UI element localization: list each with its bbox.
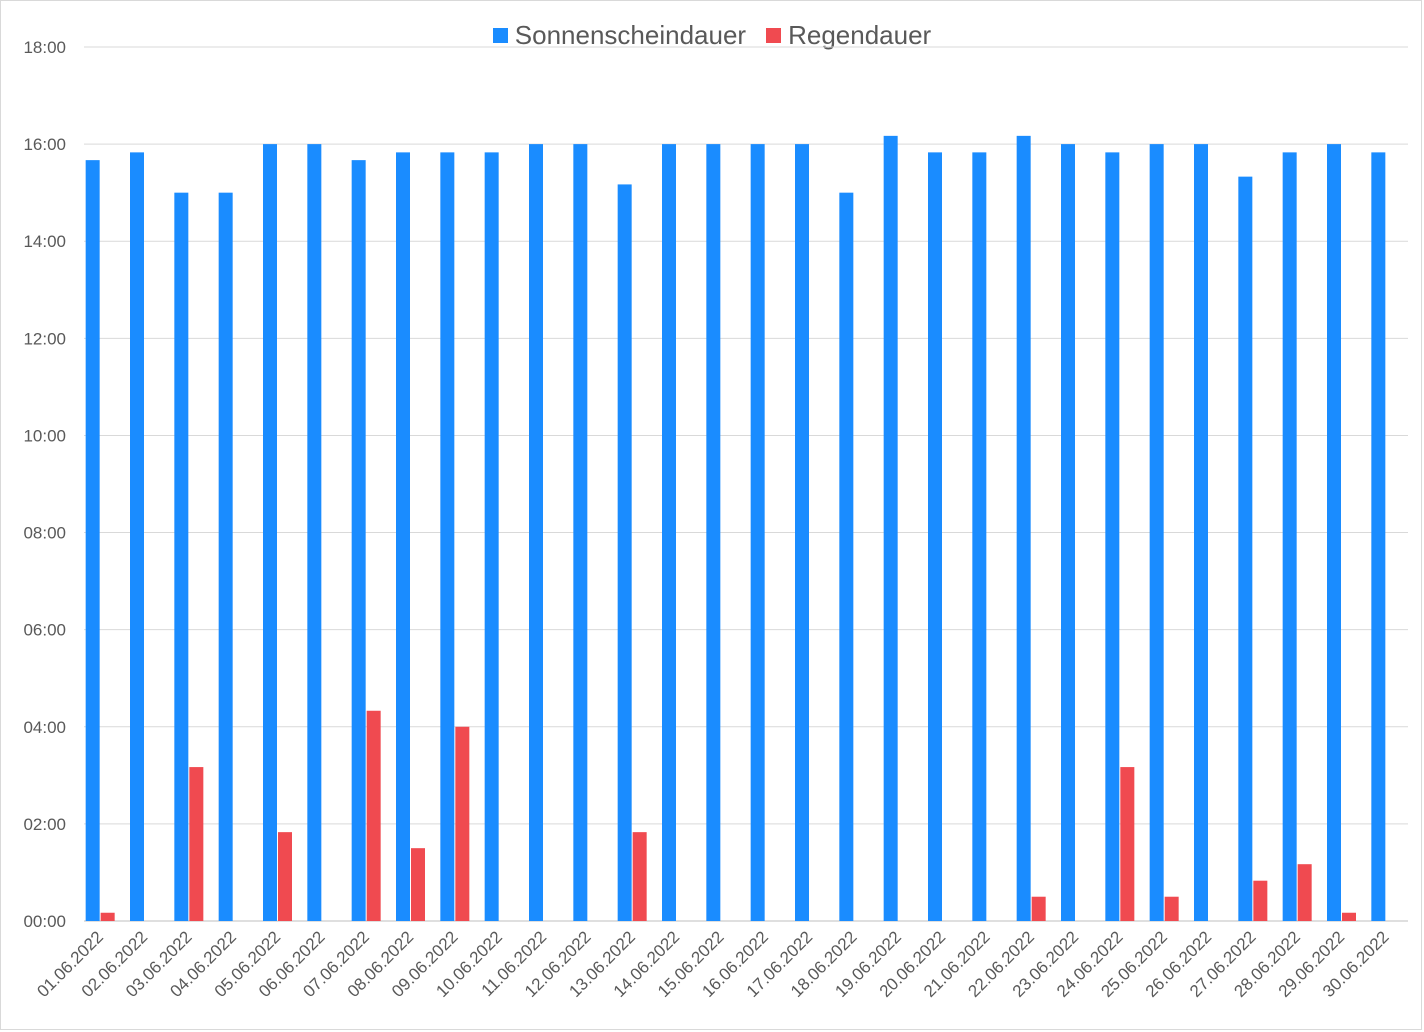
y-tick-label: 02:00 bbox=[23, 815, 66, 834]
bar-regendauer-13 bbox=[632, 832, 647, 921]
bar-sonnenscheindauer-10 bbox=[484, 152, 499, 922]
y-tick-label: 12:00 bbox=[23, 329, 66, 348]
bar-sonnenscheindauer-22 bbox=[1016, 135, 1031, 921]
bar-regendauer-28 bbox=[1297, 864, 1312, 921]
y-tick-label: 06:00 bbox=[23, 621, 66, 640]
bar-sonnenscheindauer-17 bbox=[795, 144, 809, 922]
bars bbox=[85, 135, 1386, 922]
y-tick-label: 18:00 bbox=[23, 38, 66, 57]
legend-swatch-1 bbox=[766, 27, 782, 43]
bar-sonnenscheindauer-13 bbox=[617, 184, 632, 921]
y-tick-label: 10:00 bbox=[23, 426, 66, 445]
bar-sonnenscheindauer-21 bbox=[972, 152, 987, 922]
bar-sonnenscheindauer-19 bbox=[883, 135, 898, 921]
bar-sonnenscheindauer-7 bbox=[351, 160, 366, 921]
y-tick-label: 16:00 bbox=[23, 135, 66, 154]
bar-sonnenscheindauer-4 bbox=[218, 192, 233, 921]
bar-sonnenscheindauer-3 bbox=[174, 192, 189, 921]
bar-regendauer-25 bbox=[1164, 896, 1179, 921]
bar-regendauer-22 bbox=[1031, 896, 1046, 921]
bar-regendauer-1 bbox=[100, 912, 115, 921]
bar-regendauer-3 bbox=[189, 767, 204, 921]
legend-label-1: Regendauer bbox=[788, 19, 932, 50]
bar-regendauer-7 bbox=[366, 710, 381, 921]
bar-sonnenscheindauer-12 bbox=[573, 144, 588, 922]
bar-sonnenscheindauer-14 bbox=[662, 144, 676, 922]
bar-sonnenscheindauer-5 bbox=[263, 144, 277, 922]
x-axis: 01.06.202202.06.202203.06.202204.06.2022… bbox=[33, 927, 1392, 1001]
bar-regendauer-8 bbox=[411, 848, 425, 921]
bar-sonnenscheindauer-11 bbox=[529, 144, 543, 922]
bar-sonnenscheindauer-20 bbox=[928, 152, 942, 922]
bar-sonnenscheindauer-24 bbox=[1105, 152, 1120, 922]
y-tick-label: 08:00 bbox=[23, 524, 66, 543]
legend-swatch-0 bbox=[492, 27, 508, 43]
bar-sonnenscheindauer-28 bbox=[1282, 152, 1297, 922]
bar-sonnenscheindauer-16 bbox=[750, 144, 765, 922]
legend: Sonnenscheindauer Regendauer bbox=[0, 17, 1424, 53]
bar-sonnenscheindauer-27 bbox=[1238, 176, 1253, 922]
gridlines bbox=[84, 46, 1408, 922]
bar-sonnenscheindauer-26 bbox=[1194, 144, 1208, 922]
bar-sonnenscheindauer-30 bbox=[1371, 152, 1386, 922]
y-tick-label: 14:00 bbox=[23, 232, 66, 251]
bar-regendauer-24 bbox=[1120, 767, 1135, 921]
bar-sonnenscheindauer-25 bbox=[1149, 144, 1164, 922]
bar-regendauer-5 bbox=[278, 832, 292, 921]
bar-sonnenscheindauer-15 bbox=[706, 144, 721, 922]
bar-regendauer-27 bbox=[1253, 880, 1268, 921]
bar-sonnenscheindauer-9 bbox=[440, 152, 455, 922]
bar-sonnenscheindauer-23 bbox=[1061, 144, 1075, 922]
y-tick-label: 00:00 bbox=[23, 912, 66, 931]
bar-regendauer-9 bbox=[455, 726, 470, 921]
bar-sonnenscheindauer-1 bbox=[85, 160, 100, 921]
legend-item-1: Regendauer bbox=[766, 20, 931, 51]
bar-sonnenscheindauer-29 bbox=[1327, 144, 1341, 922]
y-tick-label: 04:00 bbox=[23, 718, 66, 737]
legend-item-0: Sonnenscheindauer bbox=[492, 19, 747, 51]
bar-sonnenscheindauer-8 bbox=[396, 152, 410, 922]
legend-label-0: Sonnenscheindauer bbox=[514, 19, 747, 50]
y-axis: 00:00 02:00 04:00 06:00 08:00 10:00 12:00 14:00… bbox=[23, 38, 66, 931]
bar-sonnenscheindauer-2 bbox=[130, 152, 144, 922]
bar-regendauer-29 bbox=[1342, 912, 1356, 921]
bar-sonnenscheindauer-6 bbox=[307, 144, 322, 922]
bar-sonnenscheindauer-18 bbox=[839, 192, 854, 921]
